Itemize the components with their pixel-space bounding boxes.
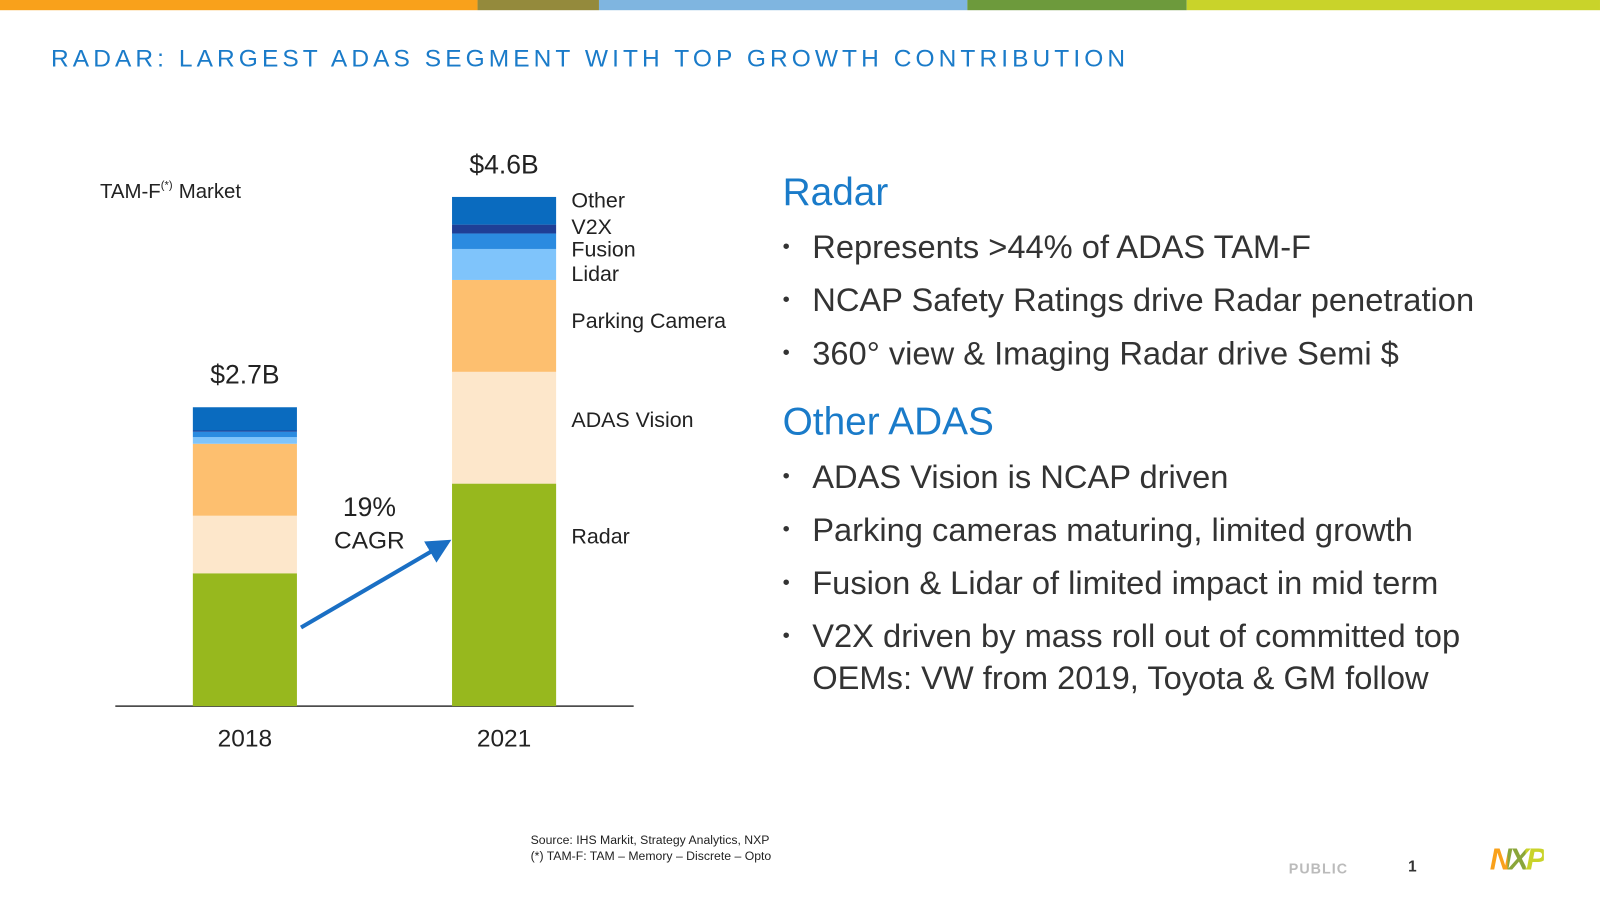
bullet: 360° view & Imaging Radar drive Semi $ xyxy=(783,333,1527,375)
bar-segment xyxy=(452,196,557,225)
source: Source: IHS Markit, Strategy Analytics, … xyxy=(530,832,770,847)
x-tick-label: 2018 xyxy=(218,725,272,752)
bar-segment xyxy=(452,483,557,707)
stripe xyxy=(967,0,1187,11)
bar-segment xyxy=(452,248,557,280)
legend-label: ADAS Vision xyxy=(571,408,693,432)
bar-segment xyxy=(192,437,297,444)
annotation-label: CAGR xyxy=(334,527,405,554)
slide-title: RADAR: LARGEST ADAS SEGMENT WITH TOP GRO… xyxy=(51,44,1130,73)
x-tick-label: 2021 xyxy=(477,725,531,752)
stripe xyxy=(598,0,968,11)
page-number: 1 xyxy=(1408,858,1417,876)
bullet: ADAS Vision is NCAP driven xyxy=(783,456,1527,498)
legend-label: Parking Camera xyxy=(571,309,726,333)
bullet-list: ADAS Vision is NCAP driven Parking camera… xyxy=(783,456,1559,699)
market-label-suffix: Market xyxy=(179,181,242,203)
bar-segment xyxy=(452,224,557,234)
bullet: V2X driven by mass roll out of committed… xyxy=(783,615,1527,699)
annotation-value: 19% xyxy=(343,492,396,522)
stripe xyxy=(0,0,478,11)
total-label: $4.6B xyxy=(469,149,538,179)
bar-segment xyxy=(192,431,297,438)
text-panel: Radar Represents >44% of ADAS TAM-F NCAP S… xyxy=(783,169,1559,723)
logo: NXP xyxy=(1489,842,1547,877)
growth-arrow xyxy=(299,539,452,630)
market-label-text: TAM-F xyxy=(100,181,161,203)
stripe xyxy=(1186,0,1600,11)
bar-segment xyxy=(192,407,297,431)
legend-label: Radar xyxy=(571,524,629,548)
bar-segment xyxy=(452,233,557,249)
bullet-list: Represents >44% of ADAS TAM-F NCAP Safety… xyxy=(783,227,1559,375)
bullet: Parking cameras maturing, limited growth xyxy=(783,509,1527,551)
bar-segment xyxy=(452,279,557,372)
section-heading: Other ADAS xyxy=(782,401,994,444)
legend-label: Lidar xyxy=(571,262,619,286)
legend-label: V2X xyxy=(571,215,611,239)
market-label: TAM-F(*) Market xyxy=(100,180,241,204)
section-heading: Radar xyxy=(782,171,889,215)
bar-segment xyxy=(452,371,557,484)
legend-label: Other xyxy=(571,189,625,213)
bullet: NCAP Safety Ratings drive Radar penetrat… xyxy=(783,280,1527,322)
stripe xyxy=(477,0,599,11)
chart: TAM-F(*) Market 19% CAGR 2018 $2.7B 2021 $4.… xyxy=(100,149,726,752)
bullet: Fusion & Lidar of limited impact in mid … xyxy=(783,562,1527,604)
bullet: Represents >44% of ADAS TAM-F xyxy=(783,227,1527,269)
classification: PUBLIC xyxy=(1288,860,1349,877)
bar-segment xyxy=(192,515,297,574)
total-label: $2.7B xyxy=(210,360,279,390)
bar-segment xyxy=(192,443,297,516)
market-label-sup: (*) xyxy=(161,180,173,192)
source: (*) TAM-F: TAM – Memory – Discrete – Opt… xyxy=(530,848,772,864)
legend-label: Fusion xyxy=(571,238,635,262)
bar-segment xyxy=(192,430,297,432)
bar-segment xyxy=(192,573,297,707)
